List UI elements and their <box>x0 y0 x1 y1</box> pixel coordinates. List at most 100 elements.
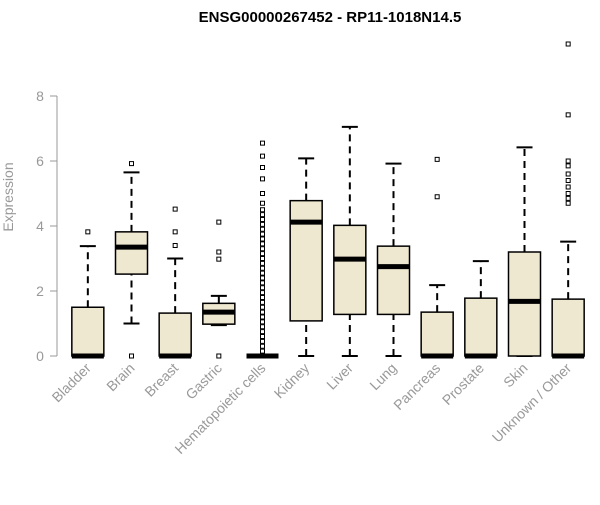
outlier-point <box>260 295 265 300</box>
outlier-point <box>129 161 134 167</box>
outlier-point <box>260 153 265 159</box>
outlier-point <box>260 280 265 286</box>
outlier-point <box>260 324 265 330</box>
box-body <box>71 306 105 357</box>
outlier-point <box>565 191 571 196</box>
outlier-point <box>260 207 265 213</box>
outlier-point <box>260 290 265 296</box>
y-axis-label: Expression <box>0 162 16 231</box>
outlier-point <box>260 270 265 276</box>
box-prostate <box>464 260 498 359</box>
outlier-point <box>260 265 265 271</box>
x-category-label: Liver <box>323 360 356 393</box>
outlier-point <box>260 236 265 242</box>
outlier-point <box>260 221 265 227</box>
outlier-point <box>260 256 265 261</box>
outlier-point <box>565 195 571 201</box>
outlier-point <box>85 229 91 235</box>
box-gastric <box>202 219 236 359</box>
outlier-point <box>216 249 222 255</box>
chart-title: ENSG00000267452 - RP11-1018N14.5 <box>199 9 462 26</box>
box-body <box>158 312 192 357</box>
outlier-point <box>565 112 571 118</box>
outlier-point <box>260 314 265 320</box>
outlier-point <box>260 309 265 315</box>
y-tick-label: 6 <box>36 153 44 169</box>
outlier-point <box>260 246 265 252</box>
x-category-label: Breast <box>141 360 181 400</box>
outlier-point <box>260 343 265 349</box>
x-category-label: Bladder <box>49 360 95 406</box>
outlier-point <box>565 158 571 164</box>
x-category-label: Lung <box>366 360 399 393</box>
box-body <box>507 251 542 357</box>
outlier-point <box>260 212 265 218</box>
outlier-point <box>565 171 571 177</box>
box-hematopoietic-cells <box>246 140 279 359</box>
outlier-point <box>434 156 440 162</box>
box-breast <box>158 206 192 359</box>
box-bladder <box>71 229 105 359</box>
outlier-point <box>260 140 265 146</box>
outlier-point <box>260 231 265 237</box>
outlier-point <box>260 251 265 257</box>
outlier-point <box>172 229 178 235</box>
x-category-label: Kidney <box>271 360 313 402</box>
x-category-label: Prostate <box>439 360 487 408</box>
y-tick-label: 8 <box>36 88 44 104</box>
y-tick-label: 0 <box>36 348 44 364</box>
box-pancreas <box>420 156 454 359</box>
box-liver <box>333 125 367 357</box>
x-category-label: Gastric <box>182 360 225 403</box>
x-category-label: Pancreas <box>390 360 443 413</box>
outlier-point <box>260 319 265 325</box>
outlier-point <box>172 206 178 212</box>
outlier-point <box>260 217 265 222</box>
outlier-point <box>565 184 571 190</box>
y-tick-label: 2 <box>36 283 44 299</box>
outlier-point <box>260 260 265 266</box>
box-body <box>114 231 149 275</box>
box-body <box>289 199 323 322</box>
box-body <box>464 297 498 357</box>
outlier-point <box>260 304 265 310</box>
x-category-label: Skin <box>500 360 531 391</box>
outlier-point <box>216 219 222 225</box>
outlier-point <box>260 299 265 305</box>
box-lung <box>376 162 411 357</box>
outlier-point <box>216 256 222 262</box>
outlier-point <box>565 178 571 183</box>
outlier-point <box>260 334 265 339</box>
outlier-point <box>216 353 222 359</box>
outlier-point <box>260 226 265 232</box>
box-body <box>333 224 367 316</box>
outlier-point <box>260 241 265 247</box>
outlier-point <box>260 338 265 344</box>
outlier-point <box>434 194 440 200</box>
outlier-point <box>260 348 265 354</box>
y-axis: 0 2 4 6 8 <box>36 88 58 364</box>
box-body <box>551 298 585 357</box>
outlier-point <box>260 176 265 182</box>
outlier-point <box>260 275 265 281</box>
box-body <box>420 311 454 357</box>
outlier-point <box>260 200 265 206</box>
boxes-group <box>71 41 585 359</box>
outlier-point <box>565 41 571 47</box>
box-body <box>376 245 411 316</box>
box-brain <box>114 161 149 359</box>
outlier-point <box>565 163 571 169</box>
outlier-point <box>565 200 571 206</box>
x-category-label: Unknown / Other <box>489 360 575 446</box>
box-skin <box>507 146 542 357</box>
box-kidney <box>289 157 323 357</box>
box-unknown-other <box>551 41 585 359</box>
outlier-point <box>172 243 178 248</box>
y-axis-label-group: Expression <box>0 162 16 231</box>
outlier-point <box>260 285 265 291</box>
outlier-point <box>260 329 265 335</box>
x-category-label: Brain <box>103 360 137 394</box>
